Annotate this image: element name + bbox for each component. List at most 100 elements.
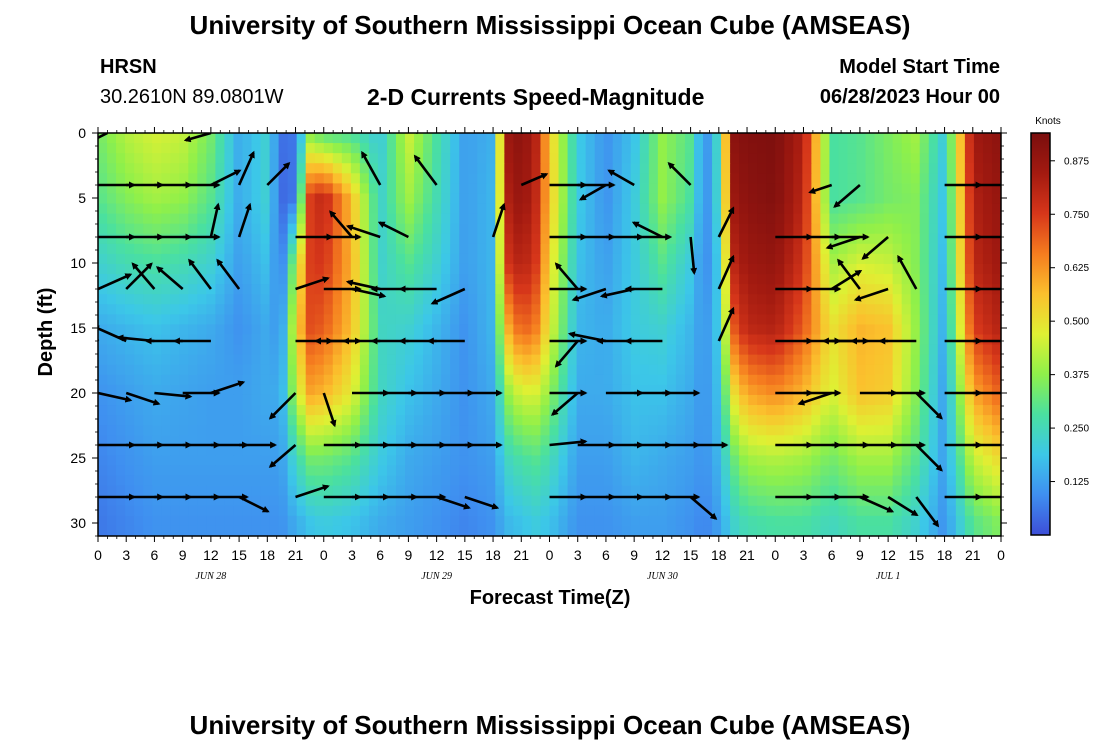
heatmap-cell <box>134 445 144 456</box>
heatmap-cell <box>251 525 262 536</box>
heatmap-cell <box>901 243 912 255</box>
heatmap-cell <box>224 143 235 154</box>
heatmap-cell <box>657 415 668 426</box>
heatmap-cell <box>910 213 921 225</box>
heatmap-cell <box>612 425 623 436</box>
heatmap-cell <box>982 314 993 326</box>
heatmap-cell <box>305 475 316 487</box>
heatmap-cell <box>441 183 451 195</box>
heatmap-cell <box>612 153 623 164</box>
heatmap-cell <box>296 284 307 295</box>
heatmap-cell <box>495 485 505 497</box>
heatmap-cell <box>612 465 623 477</box>
heatmap-cell <box>657 153 668 164</box>
heatmap-cell <box>684 475 695 487</box>
heatmap-cell <box>766 183 776 195</box>
heatmap-cell <box>161 364 171 376</box>
heatmap-cell <box>386 505 397 517</box>
heatmap-cell <box>477 324 487 336</box>
heatmap-cell <box>757 525 767 536</box>
heatmap-cell <box>296 133 307 144</box>
heatmap-cell <box>730 183 740 195</box>
heatmap-cell <box>197 163 207 174</box>
current-vector-arrow <box>797 391 833 406</box>
heatmap-cell <box>242 525 253 536</box>
heatmap-cell <box>134 173 144 184</box>
heatmap-cell <box>332 415 343 426</box>
heatmap-cell <box>955 465 966 477</box>
heatmap-cell <box>928 445 939 456</box>
heatmap-cell <box>829 405 840 416</box>
heatmap-cell <box>558 243 569 255</box>
heatmap-cell <box>630 394 641 406</box>
heatmap-cell <box>703 324 713 336</box>
heatmap-cell <box>684 334 695 346</box>
heatmap-cell <box>793 233 803 245</box>
heatmap-cell <box>955 163 966 174</box>
heatmap-cell <box>847 455 858 467</box>
heatmap-cell <box>865 213 876 225</box>
heatmap-cell <box>540 505 551 517</box>
heatmap-cell <box>341 183 352 195</box>
heatmap-cell <box>441 475 451 487</box>
heatmap-cell <box>260 384 271 396</box>
heatmap-cell <box>684 324 695 336</box>
heatmap-cell <box>712 405 722 416</box>
heatmap-cell <box>260 374 271 386</box>
heatmap-cell <box>766 304 776 315</box>
heatmap-cell <box>919 203 930 215</box>
heatmap-cell <box>405 253 415 265</box>
heatmap-cell <box>107 213 117 225</box>
heatmap-cell <box>748 223 758 235</box>
heatmap-cell <box>874 294 885 305</box>
heatmap-cell <box>215 445 226 456</box>
heatmap-cell <box>766 405 776 416</box>
x-tick-label: 6 <box>828 547 836 563</box>
heatmap-cell <box>441 274 451 285</box>
heatmap-cell <box>450 525 460 536</box>
heatmap-cell <box>278 445 289 456</box>
heatmap-cell <box>161 465 171 477</box>
heatmap-cell <box>793 183 803 195</box>
heatmap-cell <box>395 455 406 467</box>
heatmap-cell <box>594 425 605 436</box>
heatmap-cell <box>332 203 343 215</box>
heatmap-cell <box>937 425 948 436</box>
heatmap-cell <box>964 344 975 356</box>
heatmap-cell <box>441 223 451 235</box>
heatmap-cell <box>901 425 912 436</box>
heatmap-cell <box>757 425 767 436</box>
heatmap-cell <box>513 495 524 507</box>
heatmap-cell <box>892 294 903 305</box>
heatmap-cell <box>766 223 776 235</box>
heatmap-cell <box>892 525 903 536</box>
heatmap-cell <box>368 243 379 255</box>
heatmap-cell <box>368 475 379 487</box>
x-tick-label: 9 <box>179 547 187 563</box>
heatmap-cell <box>721 394 731 406</box>
heatmap-cell <box>332 183 343 195</box>
heatmap-cell <box>892 324 903 336</box>
heatmap-cell <box>576 253 587 265</box>
heatmap-cell <box>946 173 957 184</box>
station-name: HRSN <box>100 56 157 78</box>
heatmap-cell <box>955 475 966 487</box>
heatmap-cell <box>405 183 415 195</box>
heatmap-cell <box>341 324 352 336</box>
heatmap-cell <box>188 243 198 255</box>
heatmap-cell <box>883 475 894 487</box>
heatmap-cell <box>98 515 108 527</box>
heatmap-cell <box>107 455 117 467</box>
heatmap-cell <box>982 243 993 255</box>
heatmap-cell <box>648 213 659 225</box>
current-vector-arrow <box>717 306 735 342</box>
heatmap-cell <box>603 354 614 366</box>
heatmap-cell <box>784 475 794 487</box>
heatmap-cell <box>188 515 198 527</box>
heatmap-cell <box>134 223 144 235</box>
heatmap-cell <box>251 364 262 376</box>
heatmap-cell <box>639 193 650 205</box>
heatmap-cell <box>693 314 704 326</box>
heatmap-cell <box>540 435 551 446</box>
heatmap-cell <box>468 173 478 184</box>
